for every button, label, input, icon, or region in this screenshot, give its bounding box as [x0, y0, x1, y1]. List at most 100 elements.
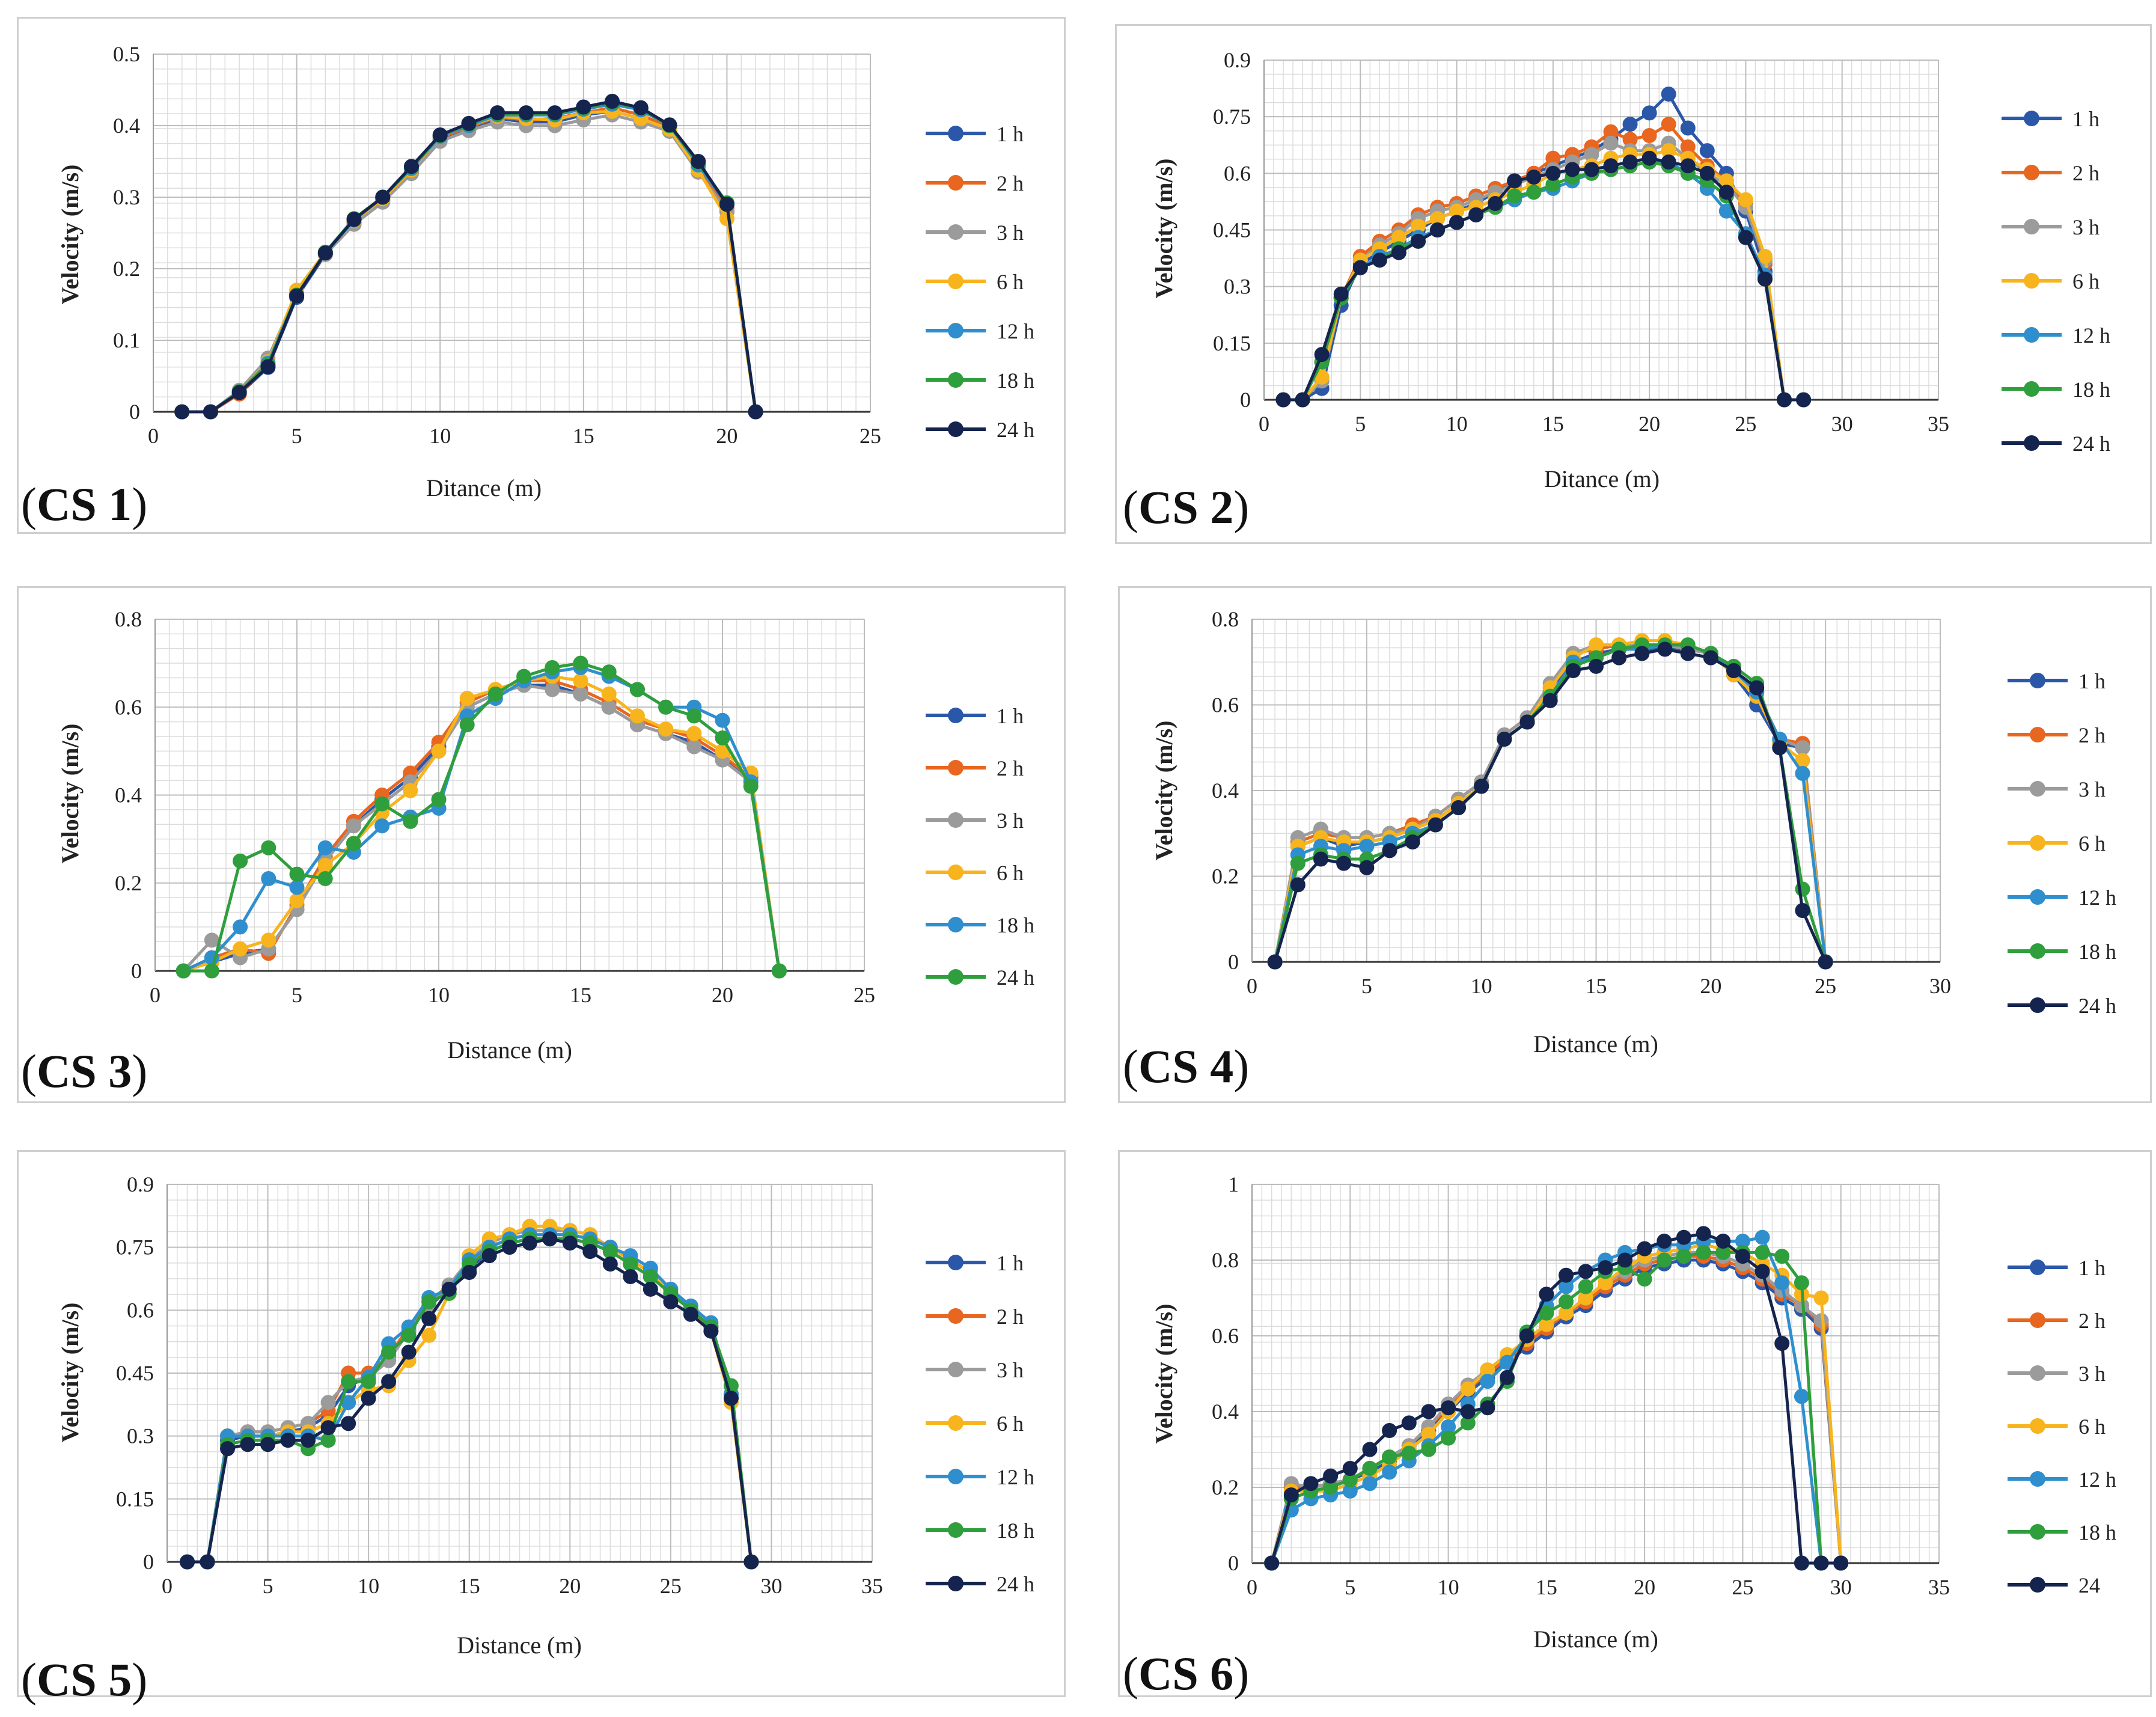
data-point	[289, 893, 305, 908]
y-tick-label: 0.3	[127, 1424, 154, 1448]
data-point	[403, 159, 419, 174]
series-24	[1264, 1226, 1849, 1571]
y-tick-label: 0.6	[1212, 693, 1239, 717]
data-point	[1323, 1468, 1339, 1484]
data-point	[1813, 1290, 1829, 1306]
y-axis-title: Velocity (m/s)	[1150, 721, 1177, 861]
data-point	[401, 1344, 417, 1360]
x-tick-label: 25	[660, 1574, 682, 1598]
chart-panel-cs4	[1118, 586, 2152, 1103]
data-point	[573, 673, 588, 688]
data-point	[341, 1416, 356, 1431]
data-point	[1405, 834, 1420, 849]
data-point	[301, 1433, 316, 1448]
x-tick-label: 25	[1735, 412, 1756, 436]
legend-entry: 2 h	[2008, 723, 2106, 747]
y-tick-label: 0.2	[115, 871, 142, 895]
legend-marker	[948, 1576, 963, 1591]
y-tick-label: 0.45	[116, 1361, 154, 1385]
data-point	[421, 1327, 437, 1343]
data-point	[280, 1433, 296, 1448]
legend-entry: 18 h	[2008, 940, 2116, 964]
data-point	[375, 189, 391, 205]
legend-label: 18 h	[2078, 1520, 2116, 1544]
legend-entry: 12 h	[2008, 886, 2116, 910]
legend-label: 3 h	[997, 221, 1024, 245]
data-point	[260, 1437, 276, 1452]
data-point	[771, 963, 787, 979]
legend-label: 6 h	[2078, 1415, 2106, 1439]
data-point	[1661, 87, 1676, 102]
data-point	[1611, 650, 1627, 666]
legend-label: 18 h	[2078, 940, 2116, 964]
chart-cs6: 0 5 10 15 20 25 30 35 0 0.2 0.4 0.6 0.8 1 Distance (m)…	[1123, 1172, 2116, 1700]
data-point	[1290, 877, 1306, 893]
data-point	[289, 866, 305, 882]
data-point	[1342, 1461, 1358, 1476]
x-tick-label: 5	[1361, 974, 1372, 998]
x-tick-label: 0	[162, 1574, 173, 1598]
y-tick-label: 0.3	[113, 185, 140, 209]
data-point	[1449, 215, 1465, 230]
data-point	[459, 691, 475, 706]
data-point	[341, 1374, 356, 1389]
legend-marker	[2024, 435, 2039, 451]
data-point	[1539, 1287, 1554, 1302]
legend-entry: 1 h	[2008, 1256, 2106, 1280]
x-tick-label: 35	[861, 1574, 883, 1598]
x-tick-label: 15	[459, 1574, 480, 1598]
legend-entry: 6 h	[926, 270, 1024, 294]
data-point	[1497, 732, 1512, 747]
data-point	[1772, 740, 1788, 756]
data-point	[691, 154, 706, 169]
data-point	[1359, 860, 1375, 875]
legend-label: 3 h	[997, 1358, 1024, 1382]
y-axis-title: Velocity (m/s)	[56, 165, 84, 305]
data-point	[1468, 207, 1484, 222]
data-point	[1777, 392, 1792, 408]
data-point	[204, 932, 219, 948]
data-point	[261, 871, 276, 886]
y-axis-title: Velocity (m/s)	[56, 1303, 84, 1443]
legend-entry: 3 h	[2008, 777, 2106, 801]
legend-marker	[2024, 327, 2039, 343]
data-point	[601, 699, 617, 715]
data-point	[204, 963, 219, 979]
data-point	[1359, 839, 1375, 854]
legend-marker	[948, 421, 963, 437]
data-point	[1676, 1229, 1691, 1245]
data-point	[547, 105, 563, 121]
data-point	[240, 1437, 255, 1452]
x-tick-label: 15	[1586, 974, 1607, 998]
legend-marker	[2030, 727, 2045, 742]
legend-marker	[2030, 781, 2045, 797]
legend-entry: 2 h	[926, 171, 1024, 195]
legend-marker	[948, 1469, 963, 1484]
x-tick-label: 5	[263, 1574, 273, 1598]
series-line	[1283, 149, 1804, 402]
legend-entry: 1 h	[2002, 107, 2100, 131]
data-point	[1718, 185, 1734, 200]
legend-entry: 18 h	[926, 369, 1034, 393]
legend-label: 6 h	[997, 1412, 1024, 1436]
legend-marker	[948, 372, 963, 388]
x-tick-label: 0	[1259, 412, 1269, 436]
series-24-h	[1267, 641, 1833, 970]
legend-marker	[948, 812, 963, 828]
chart-cs4: 0 5 10 15 20 25 30 0 0.2 0.4 0.6 0.8 Distance (m) Vel…	[1123, 607, 2116, 1092]
legend-marker	[948, 1255, 963, 1270]
legend-entry: 24 h	[2008, 994, 2116, 1018]
legend-marker	[2030, 1418, 2045, 1434]
legend-entry: 1 h	[926, 704, 1024, 728]
data-point	[516, 669, 532, 684]
y-tick-label: 0.15	[1213, 331, 1251, 355]
data-point	[576, 99, 591, 115]
data-point	[1314, 347, 1330, 363]
chart-cs5: 0 5 10 15 20 25 30 35 0 0.15 0.3 0.45 0.6 0.75 0.9 Dist…	[21, 1172, 1034, 1706]
legend-label: 1 h	[997, 122, 1024, 146]
data-point	[317, 840, 333, 855]
x-tick-label: 0	[1247, 1575, 1257, 1599]
data-point	[1267, 954, 1283, 970]
legend-marker	[948, 323, 963, 338]
